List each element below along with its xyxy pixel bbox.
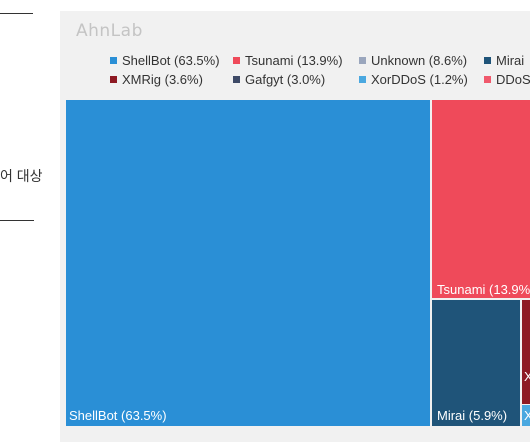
side-text-fragment: 어 대상 (0, 168, 43, 184)
legend-swatch-xmrig (110, 76, 117, 84)
legend-label-shellbot: ShellBot (63.5%) (122, 53, 220, 68)
legend-swatch-tsunami (233, 57, 240, 65)
legend-item-shellbot[interactable]: ShellBot (63.5%) (110, 52, 220, 70)
legend-item-mirai[interactable]: Mirai (484, 52, 524, 70)
legend-label-ddos: DDoS (496, 72, 530, 87)
legend-swatch-shellbot (110, 57, 117, 65)
treemap-tile-xmrig[interactable] (522, 300, 530, 404)
legend-label-mirai: Mirai (496, 53, 525, 68)
legend-swatch-unknown (359, 57, 366, 65)
legend-swatch-mirai (484, 57, 491, 65)
legend-item-unknown[interactable]: Unknown (8.6%) (359, 52, 467, 70)
top-divider (0, 13, 33, 14)
treemap-tile-tsunami[interactable] (432, 100, 530, 298)
legend-item-xorddos[interactable]: XorDDoS (1.2%) (359, 71, 468, 89)
treemap-label-xorddos: X (524, 408, 530, 423)
treemap-tile-shellbot[interactable] (66, 100, 430, 426)
treemap-tile-mirai[interactable] (432, 300, 520, 426)
brand-watermark: AhnLab (76, 21, 143, 41)
legend-item-tsunami[interactable]: Tsunami (13.9%) (233, 52, 343, 70)
legend-label-tsunami: Tsunami (13.9%) (245, 53, 343, 68)
legend-item-ddos[interactable]: DDoS (484, 71, 530, 89)
legend-label-gafgyt: Gafgyt (3.0%) (245, 72, 326, 87)
treemap-label-mirai: Mirai (5.9%) (437, 408, 507, 423)
legend-item-xmrig[interactable]: XMRig (3.6%) (110, 71, 203, 89)
legend-item-gafgyt[interactable]: Gafgyt (3.0%) (233, 71, 325, 89)
legend-swatch-gafgyt (233, 76, 240, 84)
treemap-label-shellbot: ShellBot (63.5%) (69, 408, 167, 423)
legend-label-unknown: Unknown (8.6%) (371, 53, 468, 68)
legend-swatch-ddos (484, 76, 491, 84)
treemap-label-xmrig: X (524, 369, 530, 384)
legend-swatch-xorddos (359, 76, 366, 84)
legend-label-xorddos: XorDDoS (1.2%) (371, 72, 468, 87)
treemap-label-tsunami: Tsunami (13.9%) (437, 282, 530, 297)
treemap-tile-xorddos[interactable] (522, 405, 530, 426)
legend-label-xmrig: XMRig (3.6%) (122, 72, 203, 87)
chart-legend: ShellBot (63.5%) Tsunami (13.9%) Unknown… (110, 52, 530, 92)
bottom-divider (0, 220, 34, 221)
